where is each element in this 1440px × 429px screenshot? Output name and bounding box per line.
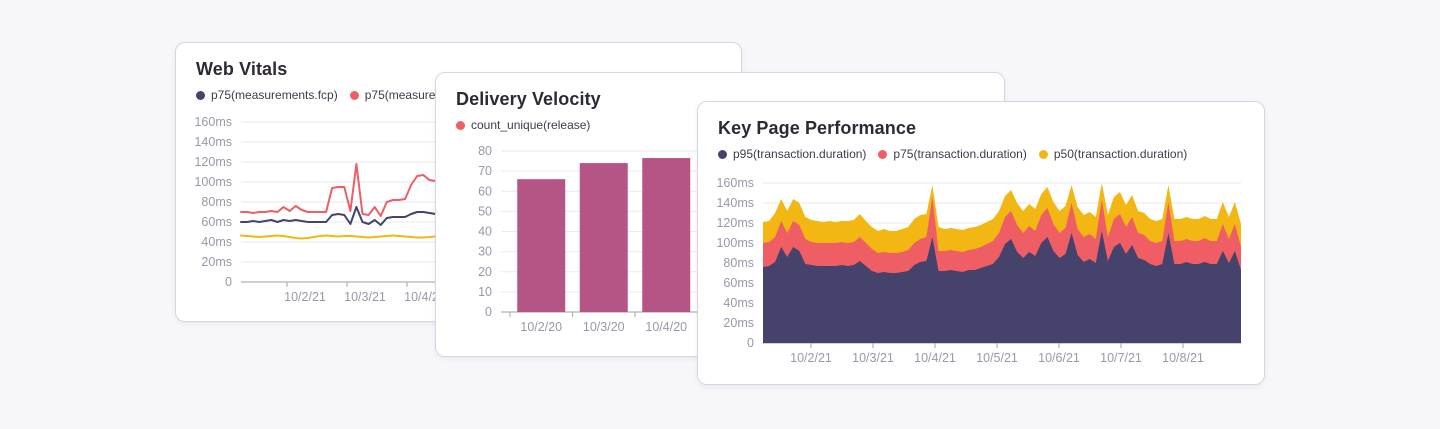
y-axis-tick-label: 20ms: [723, 316, 754, 330]
legend-item-label: p75(measurements.fcp): [211, 88, 338, 102]
y-axis-tick-label: 0: [225, 275, 232, 289]
key-page-performance-area-chart[interactable]: 160ms 140ms 120ms 100ms 80ms 60ms 40ms 20ms 0 10/…: [698, 102, 1264, 384]
y-axis-tick-label: 50: [478, 204, 492, 218]
bar[interactable]: [517, 179, 566, 312]
legend-item-label: p95(transaction.duration): [733, 147, 867, 161]
legend-dot-icon: [1038, 149, 1048, 159]
y-axis-tick-label: 140ms: [716, 196, 754, 210]
area-series[interactable]: [763, 231, 1241, 343]
x-axis-tick-label: 10/3/21: [344, 290, 386, 304]
legend-dot-icon: [349, 90, 359, 100]
x-axis-tick-label: 10/4/21: [914, 351, 956, 365]
legend-dot-icon: [196, 90, 205, 100]
y-axis-tick-label: 30: [478, 245, 492, 259]
x-axis-tick-label: 10/2/20: [520, 320, 562, 334]
y-axis-tick-label: 0: [747, 336, 754, 350]
y-axis-tick-label: 80ms: [723, 256, 754, 270]
x-axis-tick-label: 10/5/21: [976, 351, 1018, 365]
legend-item[interactable]: p75(measurements.fcp): [196, 88, 338, 102]
legend-item-label: p50(transaction.duration): [1053, 147, 1188, 161]
legend-dot-icon: [456, 120, 465, 130]
legend-dot-icon: [718, 149, 727, 159]
legend-item[interactable]: p75(transaction.duration): [878, 147, 1027, 161]
card-title-key-page-performance: Key Page Performance: [718, 118, 917, 138]
y-axis-tick-label: 20ms: [201, 255, 232, 269]
x-axis-tick-label: 10/2/21: [284, 290, 326, 304]
legend-item-label: p75(transaction.duration): [893, 147, 1027, 161]
y-axis-tick-label: 160ms: [716, 176, 754, 190]
y-axis-tick-label: 100ms: [194, 175, 232, 189]
legend-item-label: count_unique(release): [471, 118, 591, 132]
y-axis-tick-label: 40ms: [723, 296, 754, 310]
y-axis-tick-label: 10: [478, 285, 492, 299]
y-axis-tick-label: 80: [478, 144, 492, 158]
y-axis-tick-label: 60ms: [723, 276, 754, 290]
legend-item[interactable]: p95(transaction.duration): [718, 147, 866, 161]
widget-card-key-page-performance[interactable]: Key Page Performance p95(transaction.dur…: [697, 101, 1265, 385]
legend-dot-icon: [878, 149, 888, 159]
bar[interactable]: [579, 163, 628, 312]
y-axis-tick-label: 100ms: [716, 236, 754, 250]
legend-item[interactable]: p50(transaction.duration): [1038, 147, 1188, 161]
y-axis-tick-label: 160ms: [194, 115, 232, 129]
y-axis-tick-label: 40ms: [201, 235, 232, 249]
x-axis-tick-label: 10/3/21: [852, 351, 894, 365]
y-axis-tick-label: 140ms: [194, 135, 232, 149]
x-axis-tick-label: 10/2/21: [790, 351, 832, 365]
legend-key-page-performance: p95(transaction.duration) p75(transaction…: [718, 147, 1187, 161]
y-axis-tick-label: 60: [478, 184, 492, 198]
y-axis-tick-label: 40: [478, 225, 492, 239]
bar[interactable]: [642, 158, 691, 312]
y-axis-tick-label: 120ms: [716, 216, 754, 230]
x-axis-tick-label: 10/4/20: [645, 320, 687, 334]
y-axis-tick-label: 0: [485, 305, 492, 319]
y-axis-tick-label: 70: [478, 164, 492, 178]
x-axis-tick-label: 10/3/20: [583, 320, 625, 334]
chart-canvas[interactable]: 160ms 140ms 120ms 100ms 80ms 60ms 40ms 20ms 0 10/…: [698, 102, 1266, 386]
x-axis-tick-label: 10/8/21: [1162, 351, 1204, 365]
y-axis-tick-label: 120ms: [194, 155, 232, 169]
x-axis-tick-label: 10/6/21: [1038, 351, 1080, 365]
card-title-web-vitals: Web Vitals: [196, 59, 288, 79]
legend-delivery-velocity: count_unique(release): [456, 118, 590, 132]
y-axis-tick-label: 60ms: [201, 215, 232, 229]
y-axis-tick-label: 80ms: [201, 195, 232, 209]
card-title-delivery-velocity: Delivery Velocity: [456, 89, 601, 109]
y-axis-tick-label: 20: [478, 265, 492, 279]
legend-item[interactable]: count_unique(release): [456, 118, 590, 132]
x-axis-tick-label: 10/7/21: [1100, 351, 1142, 365]
